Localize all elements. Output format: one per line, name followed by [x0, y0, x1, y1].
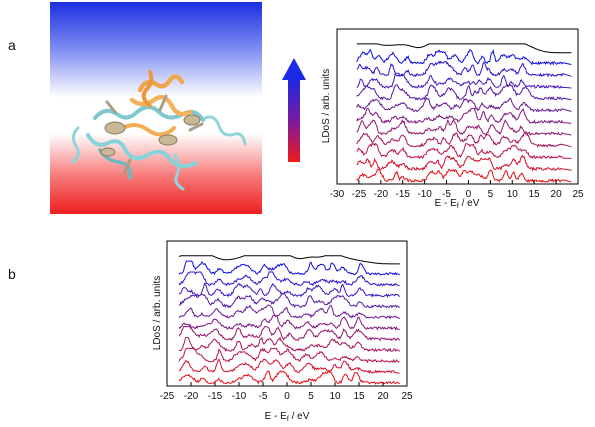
x-tick-label: 5	[488, 189, 494, 200]
ldos-curve	[356, 119, 572, 136]
ldos-curve	[356, 96, 572, 113]
x-tick-label: 15	[529, 189, 541, 200]
x-tick-label: 0	[466, 189, 472, 200]
x-ticks-a: -30 -25 -20 -15 -10 -5 0 5 10 15 20 25	[330, 180, 584, 200]
ldos-curves-a	[356, 43, 572, 183]
y-axis-label: LDoS / arb. units	[321, 69, 332, 143]
ldos-curve	[178, 271, 400, 287]
ldos-curve	[356, 142, 572, 160]
x-tick-label: -25	[352, 189, 367, 200]
ldos-curve	[356, 84, 572, 101]
ldos-chart-a: -30 -25 -20 -15 -10 -5 0 5 10 15 20 25 LDoS / arb. …	[321, 28, 584, 210]
x-tick-label: 15	[353, 391, 365, 402]
ldos-curve	[178, 304, 400, 320]
x-tick-label: 10	[329, 391, 341, 402]
y-axis-label: LDoS / arb. units	[152, 276, 163, 350]
ldos-curve	[178, 369, 401, 385]
ldos-curve	[356, 168, 572, 183]
x-tick-label: 10	[507, 189, 519, 200]
x-tick-label: -20	[184, 391, 199, 402]
color-gradient-arrow	[282, 58, 306, 162]
x-axis-label: E - Ef / eV	[435, 198, 480, 210]
x-tick-label: 5	[308, 391, 314, 402]
ldos-curve	[178, 260, 401, 276]
molecule-image	[50, 2, 262, 214]
ldos-curve	[178, 347, 400, 364]
ldos-curve	[178, 282, 401, 298]
ldos-curve	[356, 72, 572, 89]
x-tick-label: 20	[551, 189, 563, 200]
x-axis-label: E - Ef / eV	[265, 411, 310, 423]
x-tick-label: 20	[377, 391, 389, 402]
ldos-chart-b: -25 -20 -15 -10 -5 0 5 10 15 20 25 LDoS / arb. uni…	[152, 240, 413, 423]
ldos-curve	[178, 255, 400, 265]
ldos-curve	[178, 293, 401, 309]
ldos-curve	[178, 358, 400, 375]
x-tick-label: -10	[232, 391, 247, 402]
x-tick-label: -20	[374, 189, 389, 200]
panel-label-a: a	[8, 37, 16, 53]
x-tick-label: -15	[396, 189, 411, 200]
x-tick-label: -5	[442, 189, 451, 200]
x-tick-label: -25	[160, 391, 175, 402]
panel-label-b: b	[8, 266, 16, 282]
ldos-curve	[178, 336, 401, 353]
x-tick-label: 25	[401, 391, 413, 402]
ldos-curve	[356, 131, 572, 148]
ldos-curve	[356, 43, 572, 54]
ldos-curves-b	[178, 255, 401, 385]
ldos-curve	[178, 315, 400, 331]
ldos-curve	[356, 60, 572, 78]
x-tick-label: 0	[284, 391, 290, 402]
x-tick-label: -30	[330, 189, 345, 200]
ldos-curve	[356, 107, 572, 125]
x-ticks-b: -25 -20 -15 -10 -5 0 5 10 15 20 25	[160, 382, 413, 402]
x-tick-label: -15	[208, 391, 223, 402]
plot-frame	[336, 28, 579, 185]
ldos-curve	[178, 326, 401, 342]
protein-structure	[70, 70, 247, 191]
x-tick-label: -10	[417, 189, 432, 200]
ldos-curve	[356, 48, 572, 66]
x-tick-label: -5	[259, 391, 268, 402]
ldos-curve	[356, 154, 572, 172]
x-tick-label: 25	[572, 189, 584, 200]
